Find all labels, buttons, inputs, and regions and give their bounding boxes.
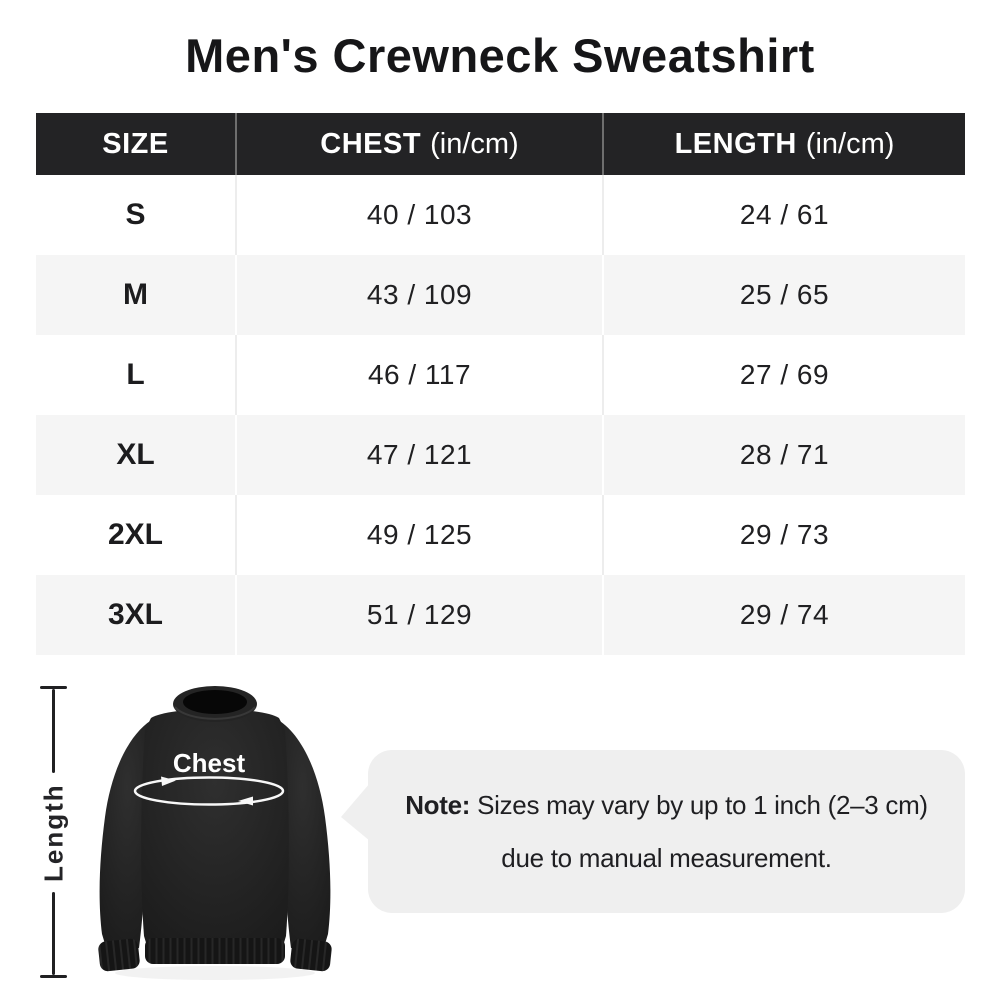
size-cell: L [36, 335, 237, 415]
column-label: LENGTH [674, 127, 797, 160]
chest-measure-ellipse [133, 776, 285, 806]
length-cell: 27 / 69 [739, 359, 830, 390]
chest-arrowhead-left-icon [238, 796, 253, 806]
page-title: Men's Crewneck Sweatshirt [185, 29, 815, 82]
chest-label: Chest [173, 748, 246, 778]
table-row: S 40 / 103 24 / 61 [36, 175, 965, 255]
length-line-top [52, 689, 55, 773]
torso [141, 709, 289, 954]
table-row: L 46 / 117 27 / 69 [36, 335, 965, 415]
length-cap-top [40, 686, 67, 689]
column-header-chest: CHEST (in/cm) [237, 113, 604, 175]
chest-cell: 51 / 129 [237, 575, 604, 655]
length-indicator: Length [38, 686, 69, 978]
column-label: SIZE [102, 127, 169, 160]
note-bubble: Note: Sizes may vary by up to 1 inch (2–… [341, 750, 965, 913]
chest-cell: 40 / 103 [237, 175, 604, 255]
garment-shadow [115, 966, 315, 980]
note-label: Note: [405, 790, 471, 820]
length-cell: 28 / 71 [739, 439, 830, 470]
table-row: M 43 / 109 25 / 65 [36, 255, 965, 335]
size-cell: 3XL [36, 575, 237, 655]
chest-cell: 46 / 117 [237, 335, 604, 415]
column-unit: (in/cm) [805, 127, 895, 160]
table-row: XL 47 / 121 28 / 71 [36, 415, 965, 495]
column-header-length: LENGTH (in/cm) [604, 113, 965, 175]
collar-seam [174, 706, 256, 720]
left-cuff [98, 938, 140, 972]
size-cell: S [36, 175, 237, 255]
size-cell: M [36, 255, 237, 335]
hem-band [145, 938, 285, 964]
collar-opening [183, 690, 247, 714]
left-sleeve [99, 718, 155, 948]
chest-cell: 47 / 121 [237, 415, 604, 495]
length-line-bottom [52, 892, 55, 975]
chest-cell: 49 / 125 [237, 495, 604, 575]
table-row: 2XL 49 / 125 29 / 73 [36, 495, 965, 575]
column-header-size: SIZE [36, 113, 237, 175]
length-cap-bottom [40, 975, 67, 978]
column-label: CHEST [320, 127, 422, 160]
table-row: 3XL 51 / 129 29 / 74 [36, 575, 965, 655]
bubble-tail-icon [341, 783, 370, 841]
note-line-1: Note: Sizes may vary by up to 1 inch (2–… [405, 792, 928, 818]
note-text-1: Sizes may vary by up to 1 inch (2–3 cm) [477, 790, 928, 820]
sweatshirt-graphic: Chest [98, 686, 332, 980]
length-cell: 25 / 65 [739, 279, 830, 310]
size-table: SIZE CHEST (in/cm) LENGTH (in/cm) S 40 /… [36, 113, 965, 655]
right-cuff [290, 938, 332, 972]
size-cell: XL [36, 415, 237, 495]
length-cell: 24 / 61 [739, 199, 830, 230]
column-unit: (in/cm) [430, 127, 519, 160]
table-header-row: SIZE CHEST (in/cm) LENGTH (in/cm) [36, 113, 965, 175]
length-cell: 29 / 74 [739, 599, 830, 630]
length-cell: 29 / 73 [739, 519, 830, 550]
right-sleeve [275, 718, 331, 948]
size-cell: 2XL [36, 495, 237, 575]
chest-cell: 43 / 109 [237, 255, 604, 335]
length-label: Length [38, 783, 69, 883]
chest-arrowhead-right-icon [161, 776, 176, 786]
note-line-2: due to manual measurement. [501, 843, 832, 873]
